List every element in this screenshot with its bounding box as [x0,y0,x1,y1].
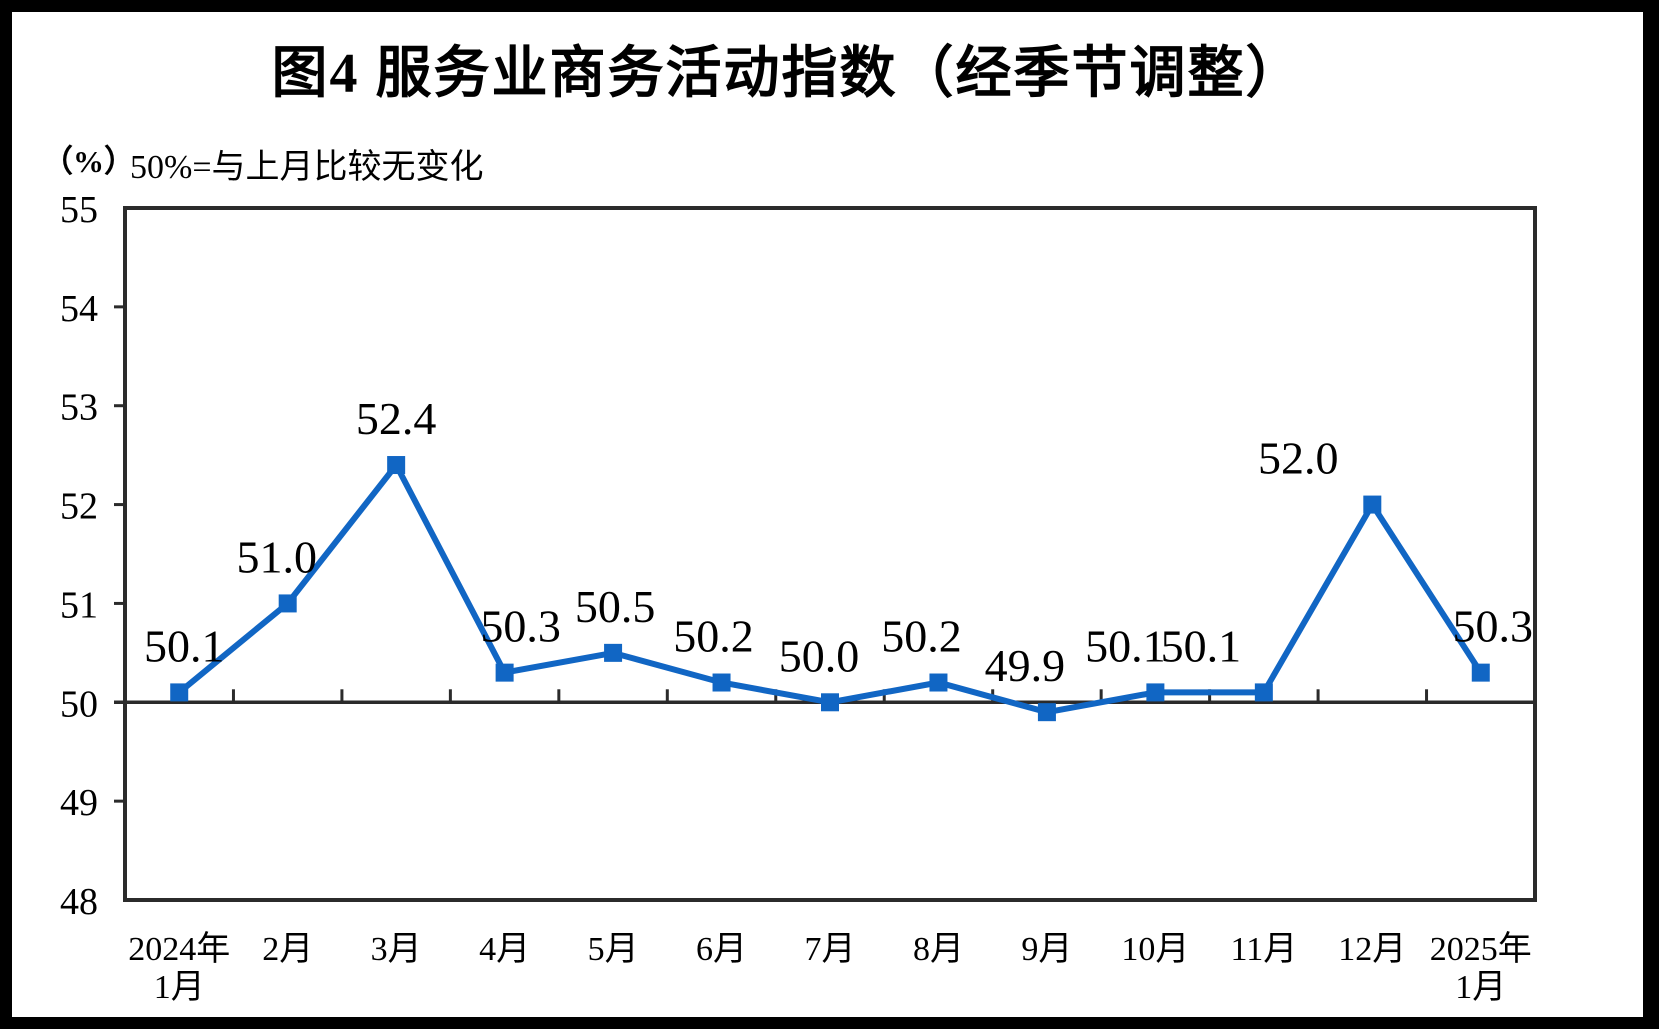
y-axis-unit-label: （%） [42,144,135,179]
chart-subtitle: 50%=与上月比较无变化 [130,149,484,186]
y-axis-label: 51 [60,584,98,626]
x-axis-label: 9月 [1021,931,1072,968]
data-point-label: 52.4 [356,393,437,444]
x-axis-label: 10月 [1121,931,1189,968]
y-axis-label: 53 [60,387,98,429]
data-point-marker [1471,663,1490,682]
x-axis-label: 11月 [1230,931,1297,968]
x-axis-label: 12月 [1338,931,1406,968]
data-point-marker [278,594,297,613]
data-point-marker [1363,495,1382,514]
data-point-marker [495,663,514,682]
x-axis-label: 2025年 [1430,930,1532,968]
data-point-label: 52.0 [1258,433,1339,484]
x-axis-label: 6月 [696,931,747,968]
y-axis-label: 55 [60,189,98,231]
data-point-label: 51.0 [236,531,317,582]
data-point-label: 50.3 [480,601,561,652]
y-axis-label: 48 [60,881,98,923]
x-axis-label: 2月 [262,931,313,968]
x-axis-label-line2: 1月 [154,969,205,1006]
y-axis-label: 52 [60,486,98,528]
data-point-marker [929,673,948,692]
data-point-marker [821,693,839,712]
data-point-marker [604,643,623,662]
data-point-label: 50.2 [673,611,754,662]
x-axis-label: 2024年 [128,930,230,968]
x-axis-label: 8月 [913,931,964,968]
plot-border [123,206,1537,902]
data-point-marker [1037,703,1056,722]
y-axis-label: 49 [60,782,98,824]
data-point-label: 50.1 [1085,620,1166,671]
data-point-label: 50.3 [1453,601,1534,652]
data-point-marker [387,456,406,475]
data-point-label: 50.0 [779,630,860,681]
x-axis-label: 5月 [588,931,639,968]
x-axis-label: 7月 [805,931,856,968]
x-axis-label-line2: 1月 [1455,969,1506,1006]
y-axis-label: 54 [60,288,98,330]
data-point-marker [170,683,189,702]
data-point-marker [1146,683,1165,702]
data-point-marker [712,673,731,692]
data-point-label: 49.9 [985,640,1066,691]
data-point-label: 50.1 [1161,620,1242,671]
x-axis-label: 4月 [479,931,530,968]
y-axis-label: 50 [60,683,98,725]
data-point-label: 50.5 [575,581,656,632]
data-point-label: 50.2 [881,611,962,662]
data-point-marker [1254,683,1273,702]
x-axis-label: 3月 [371,931,422,968]
data-point-label: 50.1 [144,620,225,671]
chart-title: 图4 服务业商务活动指数（经季节调整） [271,43,1304,105]
